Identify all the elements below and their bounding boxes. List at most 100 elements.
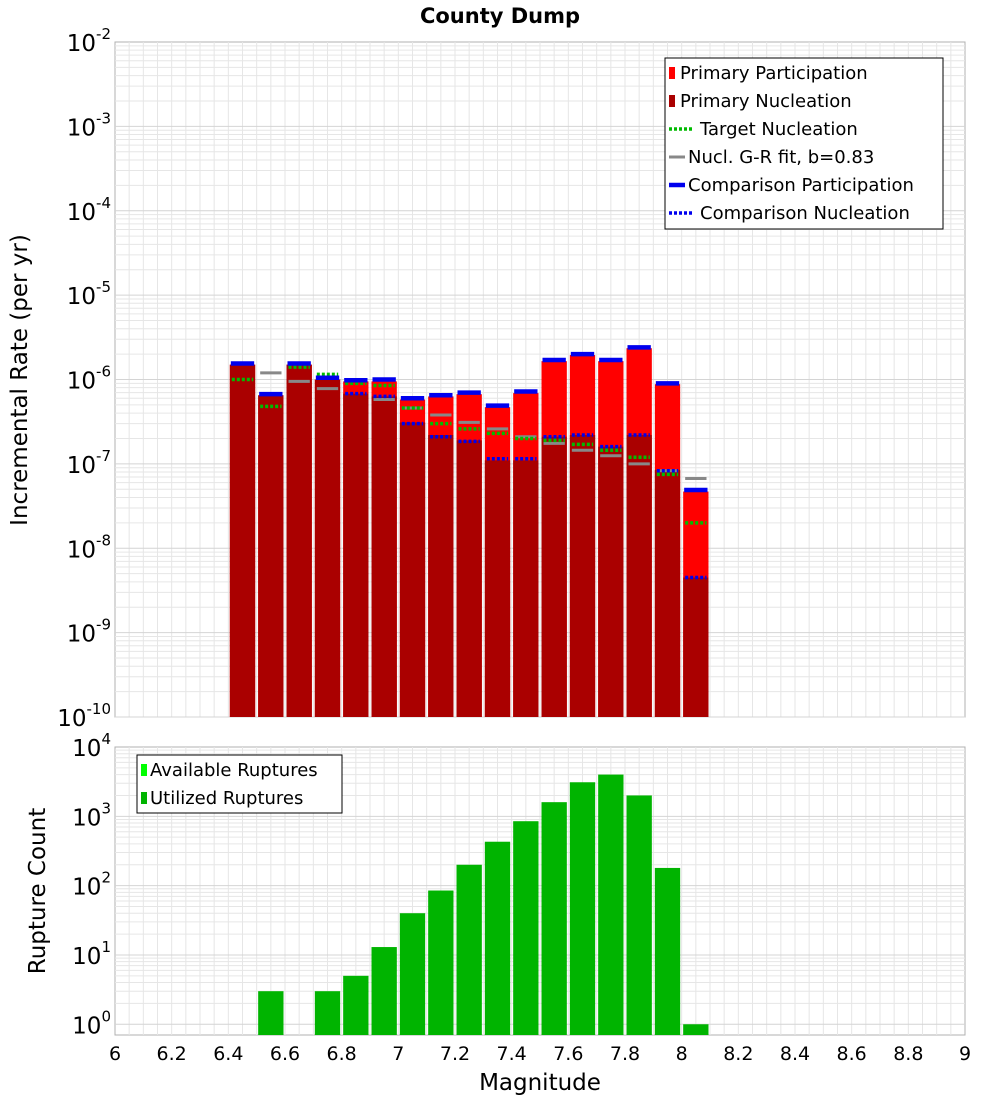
rate-y-tick-label: 10-9 xyxy=(67,616,111,648)
rupture-y-tick-exponent: 4 xyxy=(101,730,111,748)
primary-nucleation-bar xyxy=(626,434,652,717)
rupture-legend-label: Available Ruptures xyxy=(150,760,318,781)
x-tick-label: 8.4 xyxy=(780,1043,810,1065)
rate-y-tick-exponent: -6 xyxy=(96,363,111,381)
x-axis-label: Magnitude xyxy=(479,1070,601,1096)
x-tick-label: 6.6 xyxy=(270,1043,300,1065)
rupture-legend-box xyxy=(136,754,343,814)
rate-y-tick-exponent: -9 xyxy=(96,616,111,634)
rate-y-tick-label: 10-6 xyxy=(67,363,111,395)
utilized-ruptures-bar xyxy=(598,774,624,1035)
legend-swatch xyxy=(141,764,147,776)
rate-legend-label: Comparison Nucleation xyxy=(700,203,910,224)
rate-y-tick-base: 10 xyxy=(67,284,96,310)
legend-swatch xyxy=(669,95,675,107)
primary-nucleation-bar xyxy=(229,364,256,717)
rate-y-tick-exponent: -7 xyxy=(96,447,111,465)
legend-swatch xyxy=(141,792,147,804)
x-tick-labels: 6 6.2 6.4 6.6 6.8 7 7.2 7.4 7.6 7.8 8 8.2 8.4 8.6 8.8 9 xyxy=(109,1043,971,1065)
x-tick-label: 6.2 xyxy=(157,1043,187,1065)
rate-y-tick-label: 10-7 xyxy=(67,447,111,479)
utilized-ruptures-bar xyxy=(258,991,284,1035)
primary-nucleation-bar xyxy=(428,434,454,717)
rate-y-tick-exponent: -5 xyxy=(96,278,111,296)
x-tick-label: 6.8 xyxy=(327,1043,357,1065)
x-tick-label: 8.8 xyxy=(893,1043,923,1065)
rupture-y-tick-label: 102 xyxy=(72,869,111,901)
x-tick-label: 8.2 xyxy=(723,1043,753,1065)
rate-y-tick-base: 10 xyxy=(67,537,96,563)
utilized-ruptures-bar xyxy=(654,867,681,1035)
rupture-legend-label: Utilized Ruptures xyxy=(150,788,303,809)
rate-legend-label: Primary Participation xyxy=(680,63,868,84)
rate-marks xyxy=(229,345,709,717)
utilized-ruptures-bar xyxy=(569,782,596,1035)
utilized-ruptures-bar xyxy=(428,890,454,1035)
rupture-y-tick-label: 104 xyxy=(72,730,111,762)
x-tick-label: 7.2 xyxy=(440,1043,470,1065)
rate-y-tick-label: 10-4 xyxy=(67,194,111,226)
utilized-ruptures-bar xyxy=(513,821,539,1035)
utilized-ruptures-bar xyxy=(626,795,652,1035)
rupture-y-tick-base: 10 xyxy=(72,805,101,831)
x-tick-label: 6 xyxy=(109,1043,121,1065)
rupture-y-tick-base: 10 xyxy=(72,944,101,970)
rate-y-tick-exponent: -3 xyxy=(96,109,111,127)
rate-y-tick-base: 10 xyxy=(67,200,96,226)
rate-legend-label: Target Nucleation xyxy=(699,119,858,140)
rate-y-tick-base: 10 xyxy=(67,31,96,57)
x-tick-label: 7.6 xyxy=(553,1043,583,1065)
rupture-y-tick-base: 10 xyxy=(72,1013,101,1039)
rate-y-tick-base: 10 xyxy=(67,453,96,479)
x-tick-label: 8.6 xyxy=(837,1043,867,1065)
utilized-ruptures-bar xyxy=(314,991,341,1035)
rate-legend-label: Comparison Participation xyxy=(688,175,914,196)
rate-y-tick-exponent: -10 xyxy=(87,700,112,718)
primary-nucleation-bar xyxy=(456,440,482,717)
utilized-ruptures-bar xyxy=(371,947,397,1035)
rupture-y-tick-base: 10 xyxy=(72,875,101,901)
utilized-ruptures-bar xyxy=(683,1024,709,1035)
rate-y-tick-base: 10 xyxy=(67,622,96,648)
rate-y-tick-label: 10-3 xyxy=(67,109,111,141)
utilized-ruptures-bar xyxy=(456,864,482,1035)
rupture-gridlines xyxy=(115,747,965,1035)
primary-nucleation-bar xyxy=(683,577,709,717)
chart-title: County Dump xyxy=(420,4,580,28)
rupture-y-tick-base: 10 xyxy=(72,736,101,762)
utilized-ruptures-bar xyxy=(541,802,567,1035)
rate-y-tick-base: 10 xyxy=(57,706,86,732)
rate-legend-label: Nucl. G-R fit, b=0.83 xyxy=(688,147,874,168)
rupture-y-tick-exponent: 0 xyxy=(101,1007,111,1025)
rupture-y-tick-label: 100 xyxy=(72,1007,111,1039)
primary-nucleation-bar xyxy=(314,379,341,717)
primary-nucleation-bar xyxy=(258,395,284,717)
primary-nucleation-bar xyxy=(286,364,312,717)
utilized-ruptures-bar xyxy=(343,975,369,1035)
rupture-y-tick-label: 101 xyxy=(72,938,111,970)
primary-nucleation-bar xyxy=(654,469,681,717)
x-tick-label: 8 xyxy=(676,1043,688,1065)
x-tick-label: 9 xyxy=(959,1043,971,1065)
rate-y-tick-base: 10 xyxy=(67,115,96,141)
rate-y-axis-label: Incremental Rate (per yr) xyxy=(7,234,33,526)
primary-nucleation-bar xyxy=(484,460,511,717)
rate-legend: Primary Participation Primary Nucleation T… xyxy=(664,57,944,230)
primary-nucleation-bar xyxy=(541,436,567,717)
rate-y-tick-label: 10-8 xyxy=(67,531,111,563)
primary-nucleation-bar xyxy=(569,434,596,717)
x-tick-label: 7.8 xyxy=(610,1043,640,1065)
primary-nucleation-bar xyxy=(399,422,426,717)
utilized-ruptures-bar xyxy=(399,913,426,1035)
legend-swatch xyxy=(669,67,675,79)
rate-y-tick-label: 10-5 xyxy=(67,278,111,310)
rate-y-tick-label: 10-10 xyxy=(57,700,111,732)
rupture-legend: Available Ruptures Utilized Ruptures xyxy=(136,754,343,814)
rupture-y-tick-exponent: 1 xyxy=(101,938,111,956)
rate-y-tick-exponent: -8 xyxy=(96,531,111,549)
